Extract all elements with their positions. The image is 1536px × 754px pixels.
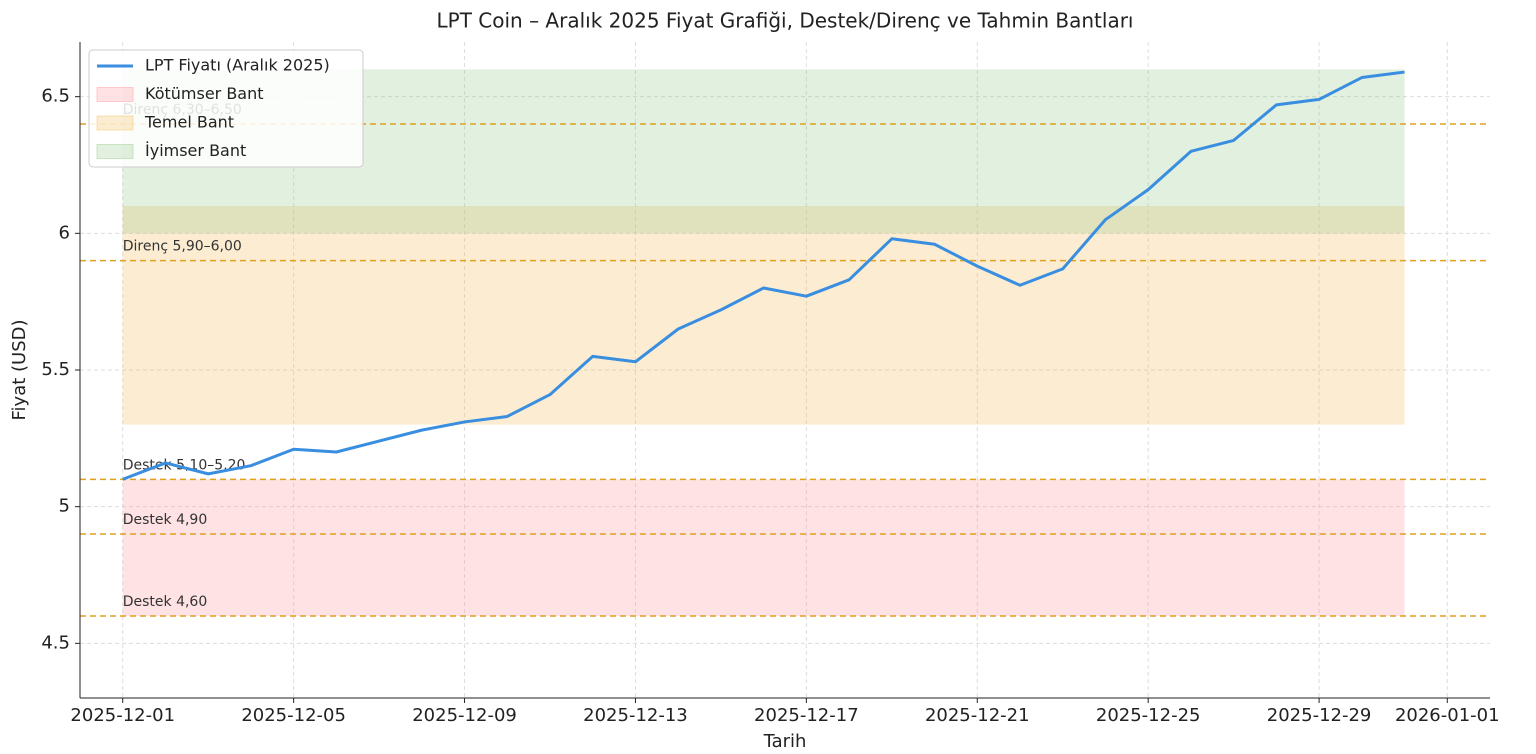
y-tick-label: 5 [59, 496, 70, 517]
y-tick-label: 6 [59, 222, 70, 243]
level-label: Destek 4,60 [123, 594, 208, 610]
x-tick-label: 2025-12-29 [1267, 705, 1372, 726]
x-axis-label: Tarih [763, 731, 807, 752]
x-tick-label: 2025-12-01 [70, 705, 175, 726]
legend-label: İyimser Bant [145, 141, 246, 160]
legend-label: Temel Bant [144, 113, 234, 132]
level-label: Direnç 5,90–6,00 [123, 239, 242, 255]
chart-title: LPT Coin – Aralık 2025 Fiyat Grafiği, De… [437, 9, 1134, 33]
x-tick-label: 2026-01-01 [1395, 705, 1500, 726]
legend-swatch [96, 115, 134, 131]
legend-swatch [96, 144, 134, 159]
y-tick-label: 6.5 [41, 86, 70, 107]
y-tick-label: 4.5 [41, 632, 70, 653]
x-tick-label: 2025-12-25 [1096, 705, 1201, 726]
legend-box [88, 49, 364, 168]
x-tick-label: 2025-12-09 [412, 705, 517, 726]
band [122, 479, 1405, 616]
x-tick-label: 2025-12-21 [925, 705, 1030, 726]
y-axis-label: Fiyat (USD) [9, 319, 30, 420]
x-tick-label: 2025-12-13 [583, 705, 688, 726]
legend-label: LPT Fiyatı (Aralık 2025) [145, 56, 330, 75]
legend-label: Kötümser Bant [145, 84, 264, 103]
y-tick-label: 5.5 [41, 359, 70, 380]
level-label: Destek 4,90 [123, 512, 208, 528]
price-line [122, 70, 1405, 481]
band [122, 206, 1405, 425]
legend-swatch [96, 87, 134, 102]
x-tick-label: 2025-12-05 [241, 705, 346, 726]
x-tick-label: 2025-12-17 [754, 705, 859, 726]
level-label: Destek 5,10–5,20 [123, 457, 246, 473]
